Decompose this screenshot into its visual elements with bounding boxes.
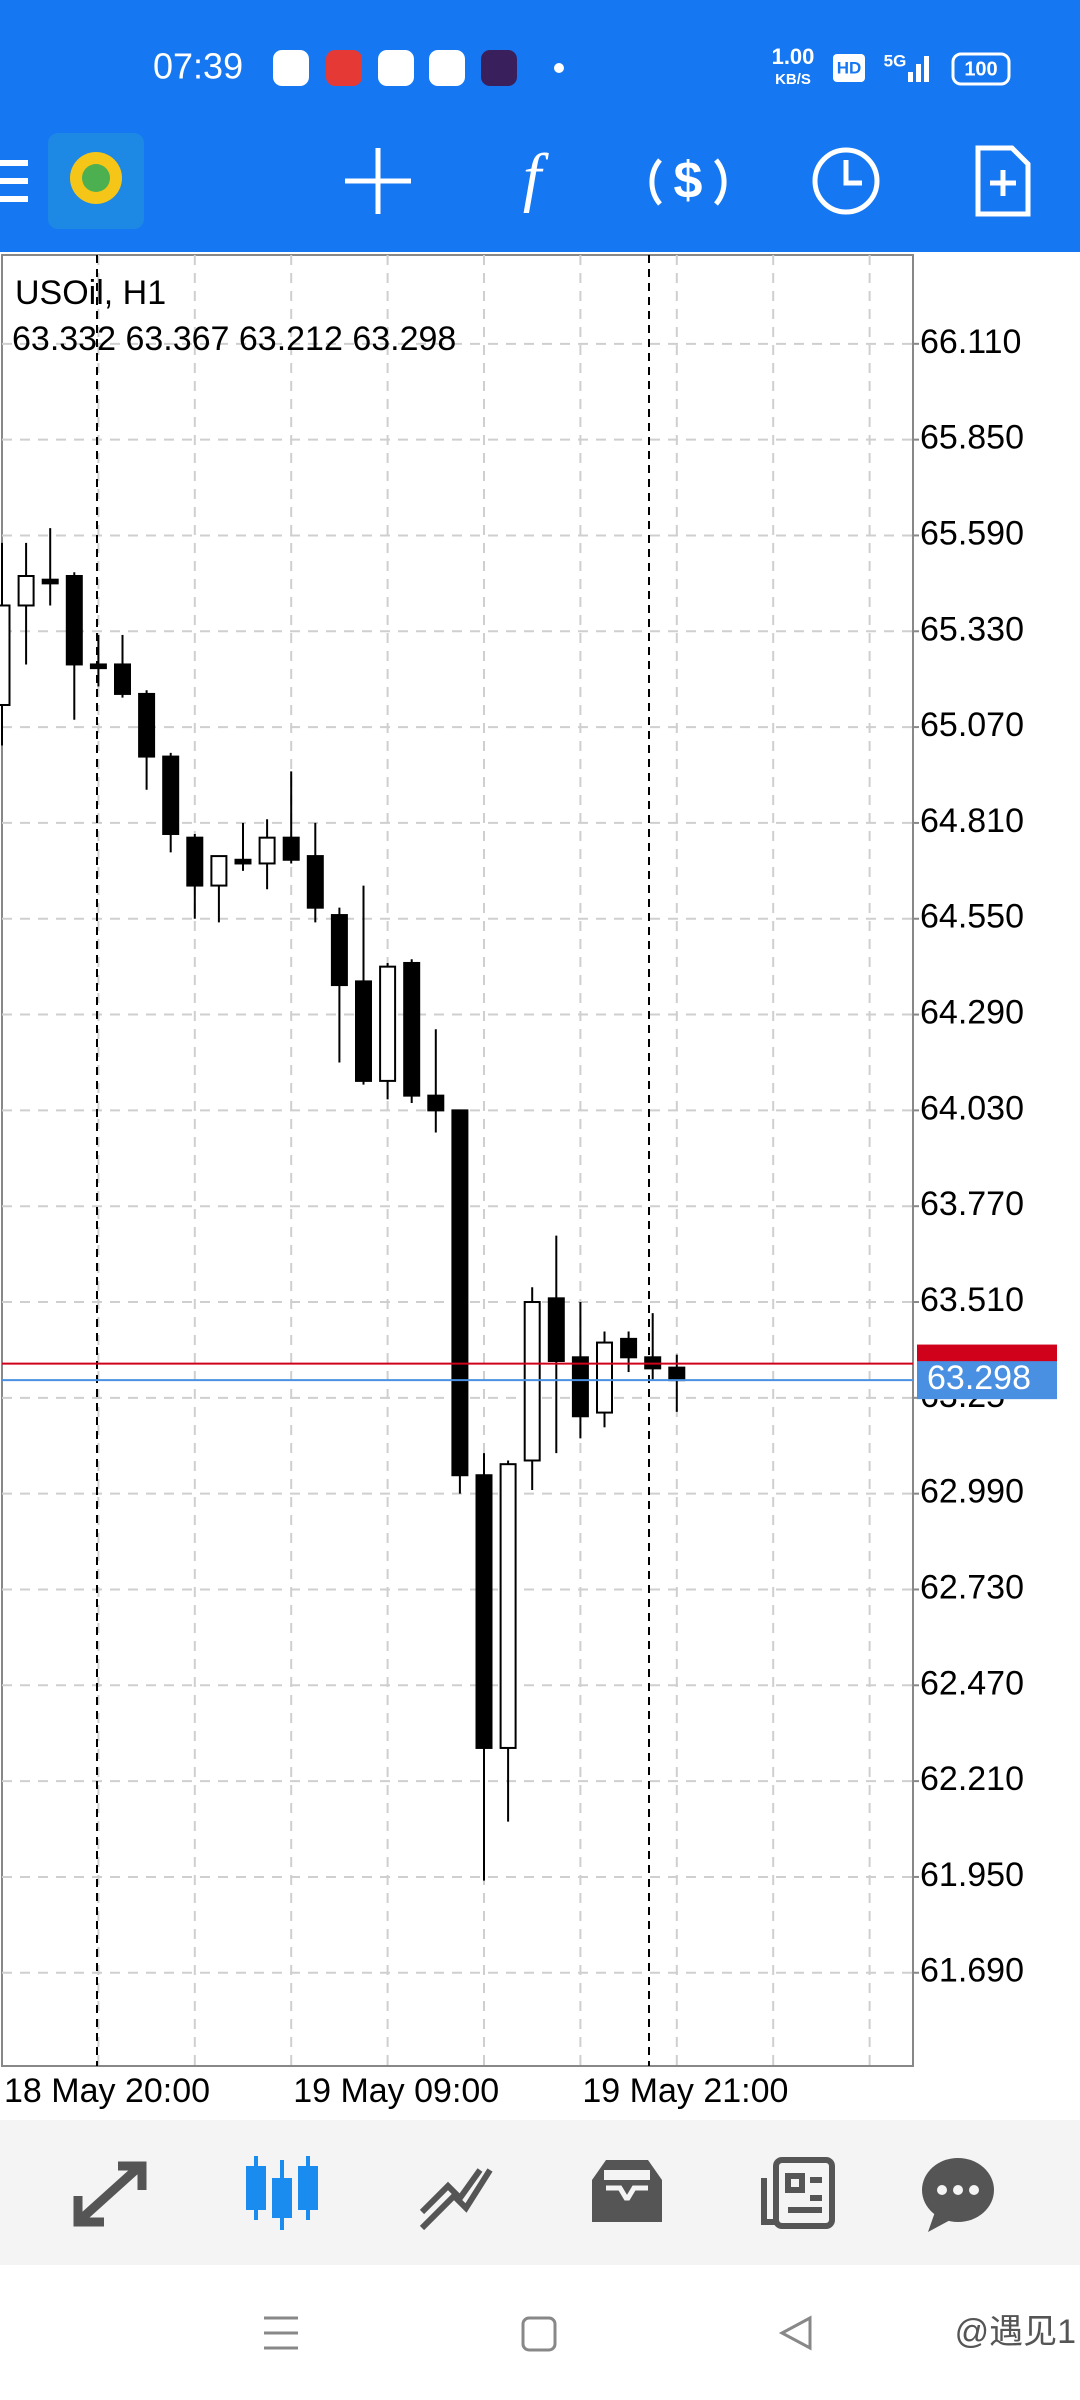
y-tick-label: 62.470 [920,1664,1024,1702]
y-tick-label: 61.690 [920,1952,1024,1990]
candle-body [282,836,300,861]
y-tick-label: 64.550 [920,898,1024,936]
nav-home[interactable] [521,2316,557,2352]
y-tick-label: 63.510 [920,1281,1024,1319]
y-tick-label: 62.730 [920,1568,1024,1606]
y-tick-label: 62.210 [920,1760,1024,1798]
symbol-title: USOil, H1 [15,274,166,312]
net-speed-unit: KB/S [775,71,811,88]
candle-body [668,1366,686,1382]
candle-body [17,574,35,607]
chat-tab[interactable] [922,2158,994,2232]
candle-body [451,1109,469,1477]
x-tick-label: 19 May 21:00 [582,2072,788,2110]
y-tick-label: 63.770 [920,1185,1024,1223]
notification-icons [273,50,564,86]
nav-menu[interactable] [264,2316,298,2350]
battery [951,52,1011,86]
candle-body [427,1094,445,1112]
watermark: @遇见1 [955,2313,1076,2351]
net-speed: 1.00 [772,44,815,69]
history-tab[interactable] [592,2160,662,2222]
trade-button[interactable] [649,158,727,206]
candle-body [596,1341,613,1414]
candle-body [620,1337,638,1359]
crosshair-button[interactable] [345,148,411,214]
y-tick-label: 64.810 [920,802,1024,840]
candle-body [306,855,324,909]
app-bar [0,0,1080,252]
trade-tab[interactable] [419,2168,493,2231]
y-tick-label: 65.850 [920,419,1024,457]
candle-body [0,604,11,706]
candle-body [162,755,180,835]
x-tick-label: 19 May 09:00 [293,2072,499,2110]
templates-button[interactable] [975,145,1031,217]
x-tick-label: 18 May 20:00 [4,2072,210,2110]
menu-button[interactable] [0,160,28,202]
y-tick-label: 65.070 [920,706,1024,744]
candle-body [210,855,228,887]
clock: 07:39 [153,46,243,87]
bid-label: 63.298 [927,1359,1031,1397]
trade-icon: $ [674,152,703,210]
candle-body [523,1301,541,1462]
bid-label-box [917,1361,1057,1400]
candle-body [138,692,156,758]
candle-body [499,1463,517,1749]
tab-bar [0,2120,1080,2265]
nav-back[interactable] [778,2315,812,2351]
network-label: 5G [884,51,907,70]
y-tick-label: 65.590 [920,514,1024,552]
candle-body [403,961,421,1097]
candle-body [379,965,397,1082]
battery-level: 100 [964,58,997,80]
candle-body [475,1474,493,1749]
ohlc-label: 63.332 63.367 63.212 63.298 [12,320,456,358]
quotes-tab[interactable] [73,2161,147,2227]
candle-body [114,663,131,695]
candle-body [89,663,107,670]
candle-body [547,1297,565,1362]
y-tick-label: 64.290 [920,994,1024,1032]
candle-body [65,574,83,666]
candle-body [355,980,372,1082]
plot [0,255,913,2066]
candle-body [186,836,204,887]
y-tick-label: 66.110 [920,323,1021,361]
candle-body [258,836,276,865]
y-tick-label: 64.030 [920,1089,1024,1127]
app-logo[interactable] [48,133,144,229]
candle-body [234,858,252,865]
signal-icon [908,56,929,82]
y-tick-label: 65.330 [920,610,1024,648]
chart-tab[interactable] [246,2156,318,2230]
y-tick-label: 62.990 [920,1473,1024,1511]
news-tab[interactable] [761,2157,835,2229]
y-tick-label: 61.950 [920,1856,1024,1894]
hd-label: HD [837,58,862,77]
candle-body [41,578,59,585]
hd-badge [833,54,865,82]
period-button[interactable] [812,147,880,215]
candle-body [571,1356,589,1418]
candle-body [330,914,348,987]
